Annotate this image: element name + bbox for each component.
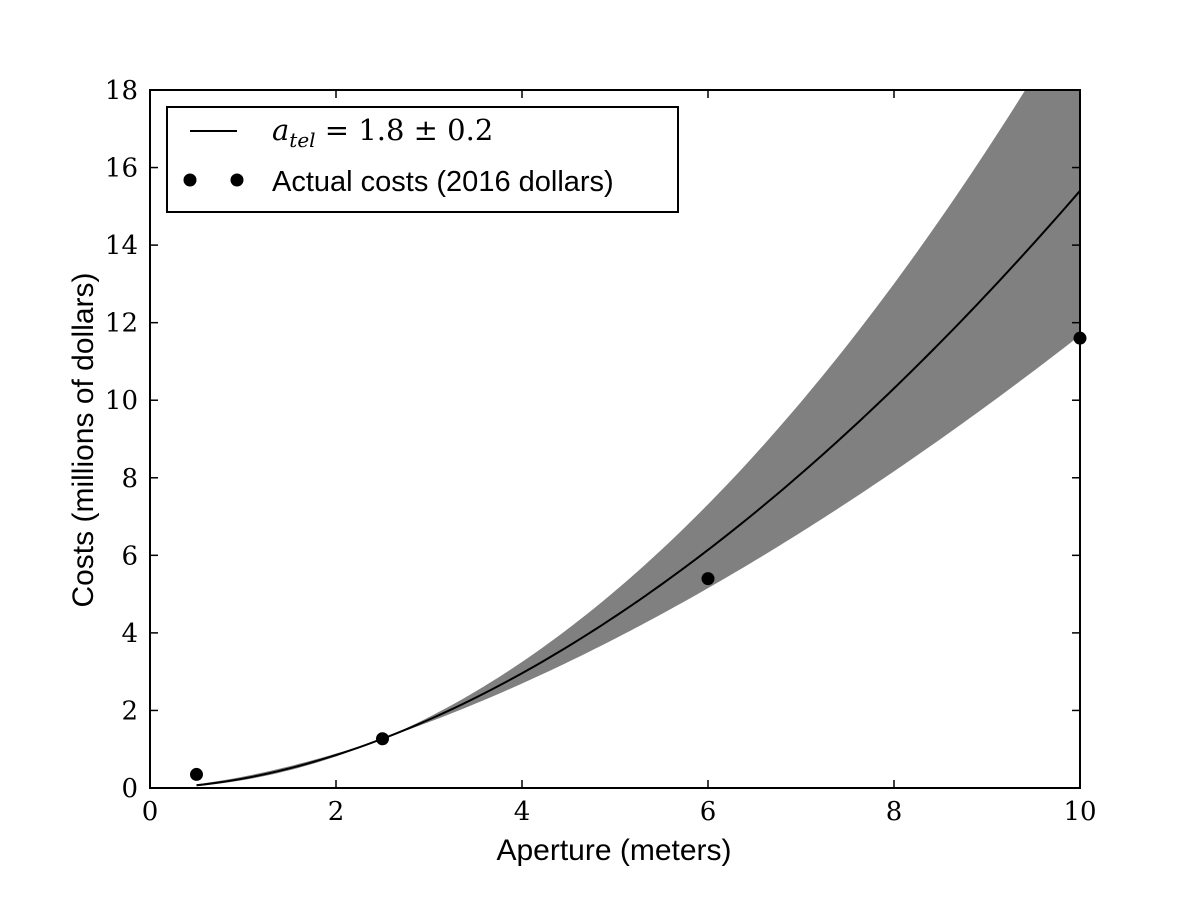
plot-clip-group [196,90,1080,787]
axes-frame [149,89,1081,789]
y-tick-label: 6 [121,541,138,571]
legend-fit-label: atel = 1.8 ± 0.2 [272,113,493,152]
y-tick-label: 18 [105,76,138,106]
data-point [701,572,715,586]
x-tick-label: 6 [700,797,717,827]
x-tick-label: 4 [514,797,531,827]
legend-fit-label-base: a [272,113,289,147]
legend: atel = 1.8 ± 0.2 Actual costs (2016 doll… [166,106,679,213]
y-tick-label: 14 [105,231,138,261]
data-point [190,767,203,781]
legend-marker-swatch-right [230,173,244,187]
y-tick-label: 4 [121,619,138,649]
legend-fit-label-subscript: tel [289,128,315,152]
plot-area [190,90,1087,787]
legend-frame [166,106,679,213]
axes: 0 2 4 6 8 10 0 2 4 6 8 10 12 14 16 18 [105,76,1097,827]
legend-fit-label-rest: = 1.8 ± 0.2 [316,113,494,147]
y-axis-label: Costs (millions of dollars) [67,272,100,607]
uncertainty-band [196,90,1080,787]
fit-line [196,190,1080,787]
x-tick-label: 2 [328,797,345,827]
x-tick-label: 10 [1063,797,1096,827]
y-tick-label: 16 [105,154,138,184]
y-tick-label: 12 [105,309,138,339]
legend-marker-swatch-left [183,173,197,187]
x-axis-label: Aperture (meters) [496,834,731,867]
x-tick-label: 8 [886,797,903,827]
data-point [376,732,389,746]
x-tick-label: 0 [142,797,159,827]
y-tick-label: 10 [105,386,138,416]
y-tick-label: 2 [121,696,138,726]
y-tick-label: 0 [121,774,138,804]
legend-series-label: Actual costs (2016 dollars) [272,166,614,198]
y-tick-label: 8 [121,464,138,494]
